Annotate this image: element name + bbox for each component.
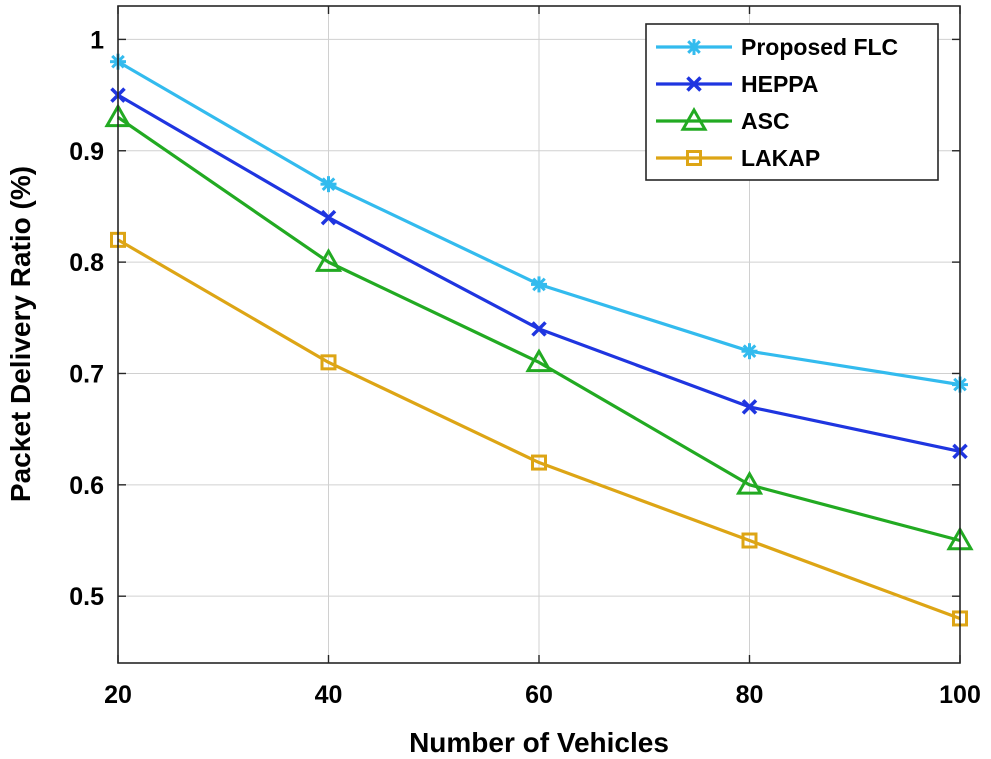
legend-entry: Proposed FLC xyxy=(656,34,898,60)
data-point xyxy=(735,470,764,495)
marker-stroke xyxy=(742,344,757,359)
x-tick-label: 40 xyxy=(315,681,343,709)
y-tick-label: 0.7 xyxy=(69,360,104,388)
y-tick-label: 0.9 xyxy=(69,138,104,166)
legend-label: LAKAP xyxy=(741,145,820,171)
x-axis-title: Number of Vehicles xyxy=(409,727,669,758)
marker-shape xyxy=(686,150,702,166)
legend-marker xyxy=(680,106,708,131)
series-line xyxy=(117,116,961,543)
marker-shape xyxy=(320,354,337,371)
marker-stroke xyxy=(686,76,702,92)
data-point xyxy=(531,321,547,337)
marker-stroke xyxy=(320,209,337,226)
data-point xyxy=(741,343,758,360)
legend-label: HEPPA xyxy=(741,71,819,97)
x-tick-label: 60 xyxy=(525,681,553,709)
x-tick-label: 100 xyxy=(939,681,981,709)
marker-shape xyxy=(525,348,553,373)
marker-shape xyxy=(741,532,758,549)
data-point xyxy=(314,248,343,272)
marker-stroke xyxy=(321,177,336,191)
legend: Proposed FLC HEPPA ASC LAKAP xyxy=(645,23,939,181)
legend-entry: LAKAP xyxy=(656,145,820,171)
legend-marker xyxy=(686,76,702,92)
data-point xyxy=(525,348,553,373)
data-point xyxy=(320,176,337,193)
data-point xyxy=(320,354,337,371)
marker-stroke xyxy=(531,321,547,337)
data-point xyxy=(531,276,547,293)
data-point xyxy=(531,454,547,471)
y-tick-label: 0.8 xyxy=(69,249,104,277)
legend-entry: ASC xyxy=(656,106,790,134)
axis-ticks: 20 40 60 80 100 0.5 0.6 0.7 0.8 0.9 1 xyxy=(69,6,981,709)
x-tick-label: 20 xyxy=(104,681,132,709)
legend-entry: HEPPA xyxy=(656,71,819,97)
data-point xyxy=(320,209,337,226)
data-point xyxy=(741,532,758,549)
y-tick-label: 0.6 xyxy=(69,472,104,500)
marker-stroke xyxy=(532,277,546,292)
x-tick-label: 80 xyxy=(736,681,764,709)
y-axis-title: Packet Delivery Ratio (%) xyxy=(5,166,36,502)
legend-label: ASC xyxy=(741,108,790,134)
marker-stroke xyxy=(741,399,758,415)
marker-shape xyxy=(680,106,708,131)
legend-marker xyxy=(686,150,702,166)
series-heppa xyxy=(110,87,968,460)
legend-label: Proposed FLC xyxy=(741,34,898,60)
legend-marker xyxy=(686,39,702,55)
data-point xyxy=(741,399,758,415)
series-layer xyxy=(104,53,974,627)
y-tick-label: 0.5 xyxy=(69,583,104,611)
marker-stroke xyxy=(687,40,701,54)
marker-shape xyxy=(314,248,343,272)
y-tick-label: 1 xyxy=(90,26,104,54)
marker-shape xyxy=(735,470,764,495)
marker-shape xyxy=(531,454,547,471)
series-line xyxy=(117,238,961,620)
